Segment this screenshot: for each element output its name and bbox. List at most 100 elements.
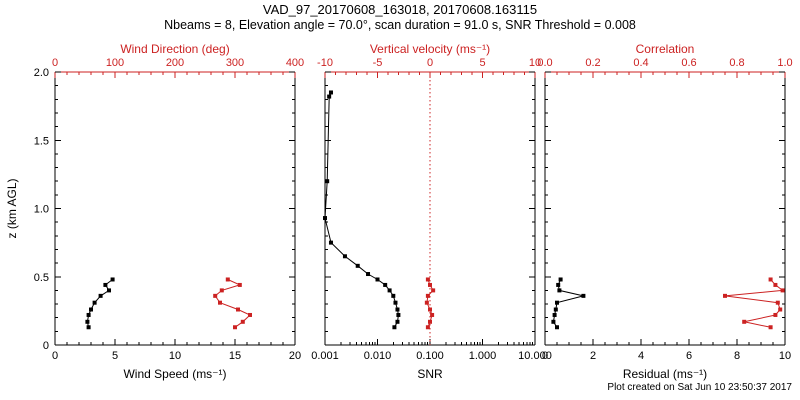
x-top-tick-label: 0	[427, 57, 433, 69]
correlation-point	[768, 277, 773, 282]
x-tick-label: 10	[169, 350, 181, 362]
x-top-tick-label: 0.2	[585, 57, 600, 69]
vertical-velocity-point	[424, 300, 429, 305]
y-tick-label: 1.0	[34, 204, 49, 216]
x-tick-label: 10	[779, 350, 791, 362]
correlation-point	[773, 282, 778, 287]
x-top-tick-label: 1.0	[777, 57, 792, 69]
snr-profile-point	[323, 216, 327, 221]
correlation-point	[775, 300, 780, 305]
x-top-tick-label: 5	[479, 57, 485, 69]
x-tick-label: 6	[686, 350, 692, 362]
x-axis-top-label: Vertical velocity (ms⁻¹)	[370, 42, 490, 56]
vertical-velocity-point	[430, 312, 435, 317]
wind-direction-point	[240, 319, 245, 324]
x-top-tick-label: 300	[226, 57, 244, 69]
residual-point	[551, 319, 556, 324]
snr-profile-point	[383, 282, 388, 287]
snr-profile-point	[393, 300, 398, 305]
vertical-velocity-point	[428, 307, 432, 312]
correlation-point	[773, 312, 778, 317]
x-axis-top-label: Wind Direction (deg)	[120, 42, 229, 56]
residual-point	[555, 300, 559, 305]
wind-speed-point	[86, 325, 91, 330]
snr-profile-point	[355, 263, 360, 268]
wind-speed-point	[92, 300, 97, 305]
panel-snr: 0.001 0.010 0.100 1.000 10.000 -10 -5 0 5 10 SNR Ve…	[311, 42, 552, 381]
wind-direction-point	[233, 325, 237, 330]
wind-speed-point	[107, 288, 111, 293]
snr-profile-point	[396, 312, 401, 317]
correlation-point	[780, 288, 785, 293]
wind-direction-point	[248, 312, 252, 317]
residual-point	[581, 293, 586, 298]
wind-speed-point	[110, 277, 115, 282]
x-top-tick-label: 10	[529, 57, 541, 69]
vertical-velocity-point	[425, 325, 430, 330]
y-tick-label: 2.0	[34, 67, 49, 79]
correlation-point	[742, 319, 747, 324]
snr-profile-point	[392, 325, 397, 330]
wind-speed-point	[89, 307, 93, 312]
x-tick-label: 5	[112, 350, 118, 362]
x-top-tick-label: 0.8	[729, 57, 744, 69]
x-top-tick-label: -10	[317, 57, 333, 69]
plot-created-timestamp: Plot created on Sat Jun 10 23:50:37 2017	[607, 382, 792, 393]
residual-point	[553, 307, 558, 312]
x-tick-label: 15	[229, 350, 241, 362]
x-top-tick-label: 0.4	[633, 57, 648, 69]
wind-direction-point	[225, 277, 230, 282]
x-top-tick-label: 200	[166, 57, 184, 69]
plot-subtitle: Nbeams = 8, Elevation angle = 70.0°, sca…	[164, 18, 636, 32]
vertical-velocity-point	[425, 277, 430, 282]
wind-speed-point	[103, 282, 108, 287]
wind-direction-point	[213, 293, 218, 298]
x-tick-label: 0	[542, 350, 548, 362]
wind-direction-point	[237, 282, 242, 287]
x-top-tick-label: 0.6	[681, 57, 696, 69]
x-tick-label: 2	[590, 350, 596, 362]
x-top-tick-label: -5	[373, 57, 383, 69]
vertical-velocity-point	[431, 288, 436, 293]
panel-residual: 0 2 4 6 8 10 0.0 0.2 0.4 0.6 0.8 1.0 Residual (ms⁻¹)…	[537, 42, 792, 381]
snr-profile-point	[328, 90, 333, 95]
wind-speed-point	[86, 312, 91, 317]
wind-speed-point	[98, 293, 103, 298]
plot-title: VAD_97_20170608_163018, 20170608.163115	[262, 2, 538, 17]
snr-profile-line	[324, 92, 399, 328]
x-top-tick-label: 0.0	[537, 57, 552, 69]
wind-direction-point	[236, 307, 240, 312]
snr-profile-point	[391, 293, 396, 298]
snr-profile-point	[395, 319, 400, 324]
residual-point	[558, 277, 563, 282]
correlation-point	[778, 307, 783, 312]
snr-profile-point	[395, 307, 400, 312]
x-tick-label: 0.010	[364, 350, 392, 362]
x-top-tick-label: 100	[106, 57, 124, 69]
snr-profile-point	[387, 288, 392, 293]
correlation-point	[768, 325, 773, 330]
x-top-tick-label: 0	[52, 57, 58, 69]
snr-profile-point	[328, 240, 333, 245]
x-tick-label: 0.100	[416, 350, 444, 362]
y-tick-label: 1.5	[34, 135, 49, 147]
x-tick-label: 10.000	[518, 350, 552, 362]
vertical-velocity-point	[428, 282, 432, 287]
x-tick-label: 1.000	[469, 350, 497, 362]
wind-direction-point	[219, 288, 224, 293]
snr-profile-point	[325, 179, 330, 184]
residual-point	[557, 288, 562, 293]
snr-profile-point	[342, 254, 347, 259]
x-axis-label: SNR	[417, 367, 443, 381]
x-tick-label: 8	[734, 350, 740, 362]
x-tick-label: 0	[52, 350, 58, 362]
y-tick-label: 0	[43, 340, 49, 352]
x-tick-label: 20	[289, 350, 301, 362]
x-top-tick-label: 400	[286, 57, 304, 69]
wind-speed-point	[85, 319, 90, 324]
vertical-velocity-point	[425, 293, 430, 298]
vertical-velocity-point	[428, 319, 432, 324]
